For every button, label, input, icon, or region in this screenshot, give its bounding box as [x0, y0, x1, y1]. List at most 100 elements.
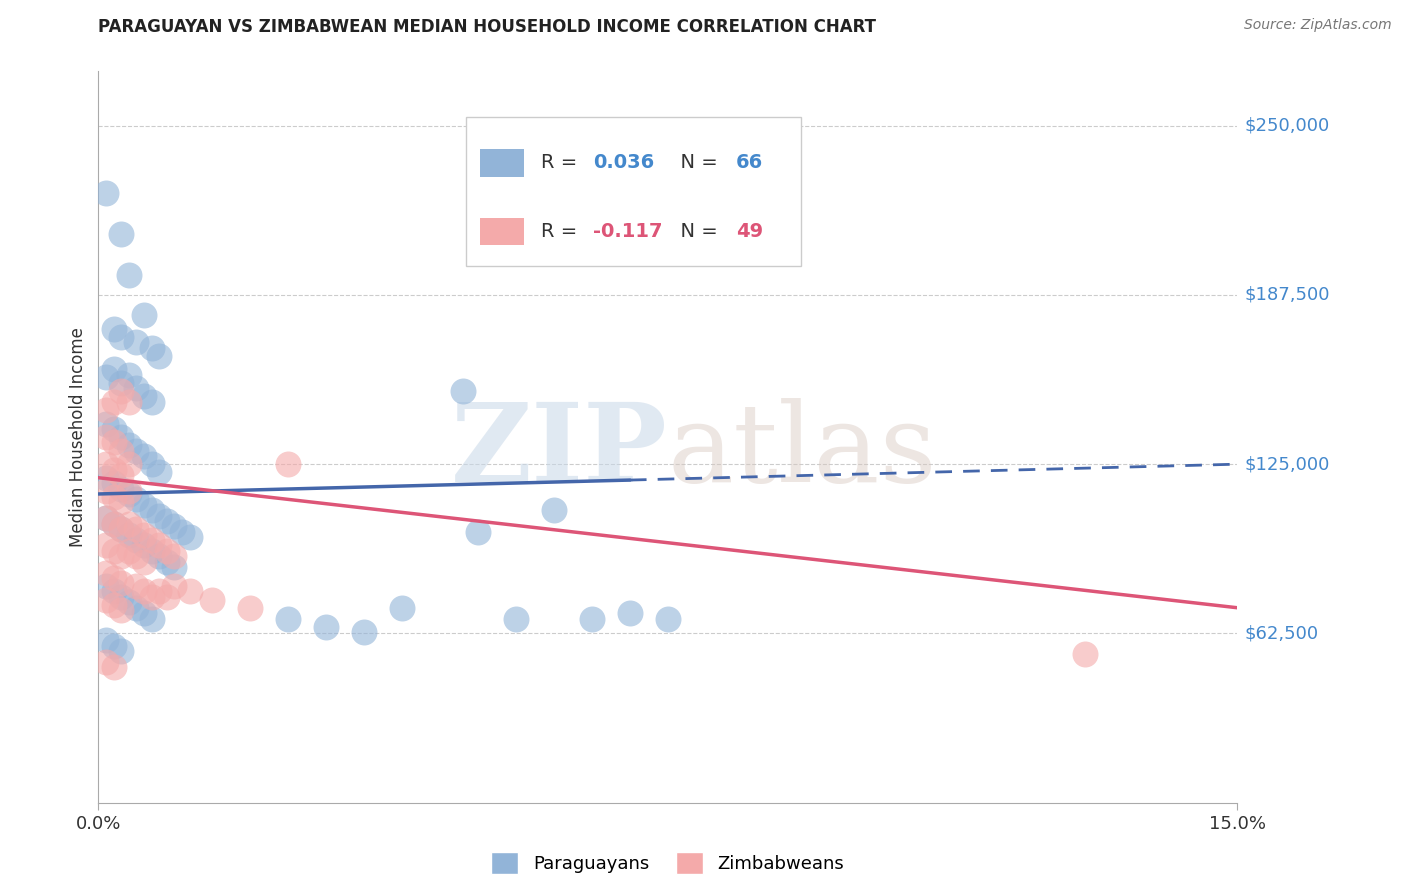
Point	[141, 544, 163, 558]
Point	[125, 522, 148, 536]
Point	[110, 384, 132, 398]
Point	[148, 465, 170, 479]
Text: Source: ZipAtlas.com: Source: ZipAtlas.com	[1244, 18, 1392, 32]
Point	[103, 435, 125, 450]
Point	[118, 457, 141, 471]
Point	[94, 403, 117, 417]
Point	[103, 490, 125, 504]
Text: R =: R =	[541, 222, 583, 241]
Legend: Paraguayans, Zimbabweans: Paraguayans, Zimbabweans	[484, 845, 852, 881]
Point	[103, 584, 125, 599]
Point	[391, 600, 413, 615]
Point	[94, 579, 117, 593]
Point	[156, 544, 179, 558]
Point	[118, 595, 141, 609]
Point	[103, 516, 125, 531]
Text: $125,000: $125,000	[1244, 455, 1330, 473]
Point	[110, 443, 132, 458]
Point	[657, 611, 679, 625]
Point	[103, 516, 125, 531]
Point	[94, 471, 117, 485]
Point	[148, 508, 170, 523]
Point	[543, 503, 565, 517]
Point	[141, 590, 163, 604]
Point	[103, 476, 125, 491]
Point	[619, 606, 641, 620]
Point	[156, 590, 179, 604]
Point	[125, 600, 148, 615]
Point	[118, 268, 141, 282]
Point	[94, 655, 117, 669]
Point	[125, 492, 148, 507]
Point	[94, 484, 117, 499]
FancyBboxPatch shape	[479, 218, 524, 244]
Point	[156, 514, 179, 528]
Point	[125, 335, 148, 350]
Point	[110, 549, 132, 564]
Point	[148, 538, 170, 552]
Point	[110, 522, 132, 536]
Point	[94, 511, 117, 525]
Point	[132, 527, 155, 541]
Point	[125, 579, 148, 593]
Point	[132, 498, 155, 512]
Text: -0.117: -0.117	[593, 222, 662, 241]
Point	[103, 322, 125, 336]
Point	[132, 606, 155, 620]
Point	[141, 395, 163, 409]
Point	[103, 639, 125, 653]
Point	[103, 544, 125, 558]
Point	[103, 598, 125, 612]
Point	[132, 538, 155, 552]
Point	[277, 457, 299, 471]
Point	[132, 308, 155, 322]
Point	[163, 560, 186, 574]
Point	[110, 522, 132, 536]
Point	[110, 430, 132, 444]
Point	[239, 600, 262, 615]
Text: 66: 66	[737, 153, 763, 172]
Point	[141, 341, 163, 355]
Point	[179, 530, 201, 544]
Point	[110, 603, 132, 617]
Point	[110, 227, 132, 241]
Point	[118, 544, 141, 558]
Point	[94, 186, 117, 201]
Point	[125, 533, 148, 547]
FancyBboxPatch shape	[467, 118, 801, 266]
Point	[1074, 647, 1097, 661]
Point	[94, 566, 117, 580]
Text: $187,500: $187,500	[1244, 285, 1330, 304]
Point	[353, 625, 375, 640]
Point	[163, 579, 186, 593]
Point	[94, 511, 117, 525]
Text: $250,000: $250,000	[1244, 117, 1330, 135]
Point	[156, 555, 179, 569]
Point	[118, 527, 141, 541]
Point	[132, 389, 155, 403]
Point	[94, 430, 117, 444]
Point	[103, 660, 125, 674]
Point	[132, 584, 155, 599]
Point	[132, 555, 155, 569]
Point	[163, 519, 186, 533]
FancyBboxPatch shape	[479, 149, 524, 177]
Point	[163, 549, 186, 564]
Point	[141, 533, 163, 547]
Point	[141, 611, 163, 625]
Point	[148, 584, 170, 599]
Point	[103, 571, 125, 585]
Point	[110, 376, 132, 390]
Point	[451, 384, 474, 398]
Point	[505, 611, 527, 625]
Point	[141, 503, 163, 517]
Text: 0.036: 0.036	[593, 153, 654, 172]
Point	[94, 538, 117, 552]
Text: N =: N =	[668, 222, 724, 241]
Point	[103, 462, 125, 476]
Point	[118, 484, 141, 499]
Point	[179, 584, 201, 599]
Point	[148, 349, 170, 363]
Point	[110, 590, 132, 604]
Point	[132, 449, 155, 463]
